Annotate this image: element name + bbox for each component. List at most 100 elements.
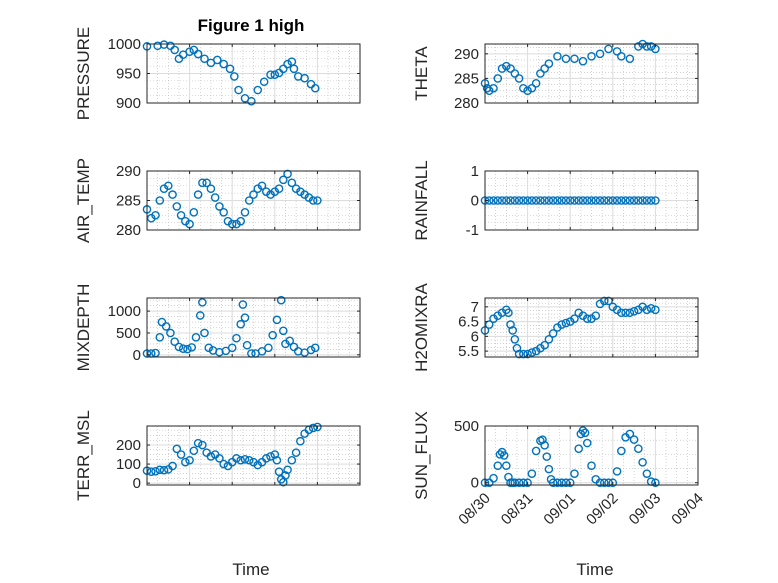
data-point-air_temp (189, 207, 199, 217)
x-axis-label-right: Time (576, 560, 613, 579)
y-axis-label: AIR_TEMP (74, 158, 93, 243)
data-point-rainfall (582, 196, 592, 205)
data-point-terr_msl (313, 422, 322, 432)
y-tick-label: 950 (116, 66, 141, 83)
data-point-mixdepth (240, 313, 250, 322)
data-point-terr_msl (219, 459, 228, 469)
data-point-pressure (300, 73, 309, 83)
x-axis-label-left: Time (232, 560, 269, 579)
axes-frame (146, 425, 361, 486)
data-point-h2omixra (508, 326, 517, 335)
data-point-terr_msl (159, 465, 169, 475)
data-point-terr_msl (240, 455, 250, 464)
y-tick-label: 100 (116, 456, 141, 473)
data-point-rainfall (489, 196, 498, 205)
data-point-air_temp (206, 184, 216, 193)
data-point-terr_msl (172, 444, 182, 454)
y-tick-label: 1000 (108, 36, 141, 53)
data-point-pressure (193, 49, 203, 59)
data-point-mixdepth (285, 336, 295, 346)
data-point-h2omixra (621, 308, 630, 318)
data-point-rainfall (527, 196, 537, 205)
data-point-rainfall (651, 196, 660, 205)
y-tick-label: 285 (454, 70, 479, 87)
data-point-sun_flux (651, 478, 660, 488)
data-point-mixdepth (232, 333, 241, 343)
data-point-air_temp (172, 202, 182, 211)
data-point-air_temp (193, 190, 203, 199)
data-point-air_temp (163, 181, 173, 191)
data-point-rainfall (493, 196, 503, 205)
data-point-sun_flux (501, 461, 511, 471)
data-point-h2omixra (646, 304, 656, 313)
data-point-h2omixra (629, 306, 639, 316)
axes-frame (484, 297, 699, 358)
data-point-rainfall (629, 196, 639, 205)
data-point-terr_msl (206, 452, 216, 461)
data-point-air_temp (313, 196, 322, 205)
data-point-theta (544, 59, 554, 68)
x-tick-label: 08/30 (455, 490, 494, 529)
data-point-air_temp (215, 202, 224, 211)
data-point-rainfall (514, 196, 524, 205)
data-point-pressure (185, 47, 194, 56)
data-point-pressure (234, 85, 243, 95)
data-point-mixdepth (155, 333, 165, 342)
data-point-air_temp (168, 190, 177, 199)
y-tick-label: 5.5 (458, 343, 479, 360)
data-point-mixdepth (174, 342, 184, 352)
subplot-rainfall: -1 0 1 RAINFALL (412, 160, 699, 241)
data-point-h2omixra (504, 308, 513, 318)
data-point-air_temp (202, 178, 211, 188)
data-point-sun_flux (527, 469, 537, 478)
data-point-terr_msl (151, 466, 160, 476)
data-point-theta (595, 49, 605, 59)
data-point-theta (510, 69, 520, 78)
data-point-pressure (247, 96, 256, 106)
data-point-h2omixra (510, 334, 520, 344)
data-point-sun_flux (561, 478, 571, 488)
data-point-mixdepth (268, 330, 277, 340)
data-point-sun_flux (553, 478, 562, 488)
data-point-mixdepth (227, 343, 237, 353)
data-point-rainfall (617, 196, 626, 205)
data-point-h2omixra (557, 320, 566, 329)
axes-frame (484, 43, 699, 104)
y-tick-label: -1 (466, 222, 479, 239)
data-point-sun_flux (595, 478, 605, 488)
data-point-air_temp (244, 196, 254, 205)
data-point-pressure (266, 70, 275, 79)
data-point-rainfall (523, 196, 532, 205)
data-point-pressure (225, 64, 235, 74)
data-point-mixdepth (264, 343, 273, 353)
data-point-sun_flux (604, 478, 613, 488)
data-point-rainfall (587, 196, 596, 205)
data-point-h2omixra (617, 308, 626, 318)
y-axis-label: H2OMIXRA (412, 282, 431, 371)
data-point-sun_flux (499, 451, 509, 460)
data-point-sun_flux (570, 469, 579, 478)
data-point-air_temp (151, 210, 160, 220)
data-point-rainfall (540, 196, 549, 205)
data-point-air_temp (155, 196, 165, 205)
data-point-terr_msl (274, 467, 284, 476)
y-tick-label: 280 (116, 222, 141, 239)
data-point-air_temp (283, 169, 292, 179)
data-point-theta (570, 54, 579, 64)
data-point-sun_flux (493, 461, 503, 471)
data-point-h2omixra (519, 349, 528, 359)
data-point-theta (493, 74, 503, 83)
data-point-terr_msl (291, 448, 301, 457)
data-point-rainfall (621, 196, 630, 205)
subplot-h2omixra: 5.566.57 H2OMIXRA (412, 282, 699, 372)
x-tick-label: 09/01 (540, 490, 579, 529)
data-point-pressure (279, 64, 288, 74)
data-point-h2omixra (604, 296, 613, 306)
data-point-rainfall (642, 196, 652, 205)
data-point-terr_msl (270, 450, 280, 459)
data-point-mixdepth (195, 311, 205, 320)
data-point-rainfall (646, 196, 656, 205)
data-point-mixdepth (183, 344, 192, 354)
